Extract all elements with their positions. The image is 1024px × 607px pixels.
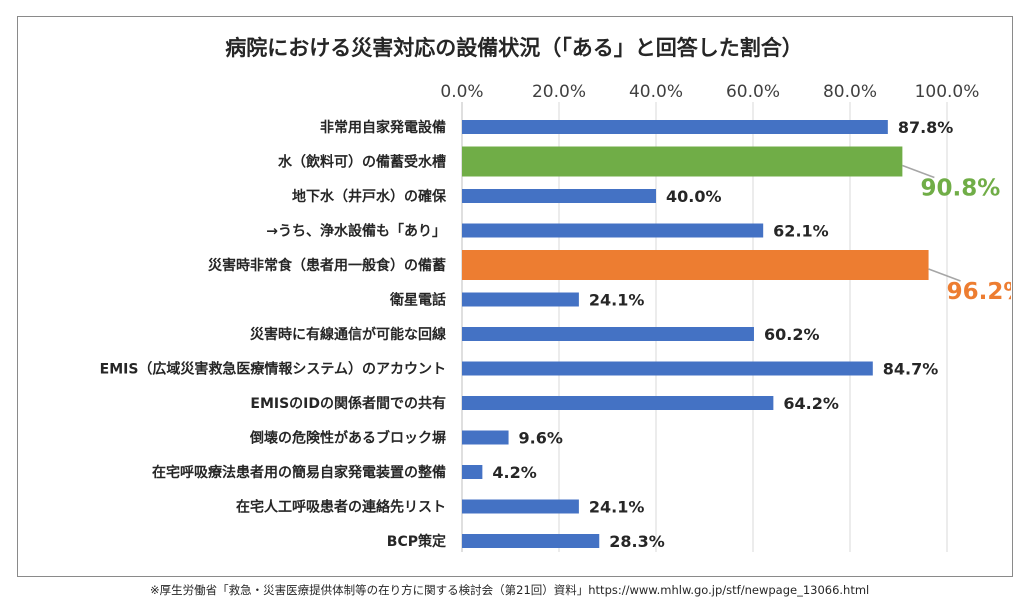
data-label: 62.1%	[773, 222, 829, 241]
x-tick-label: 80.0%	[823, 82, 877, 102]
data-label: 40.0%	[666, 187, 722, 206]
bar	[462, 465, 483, 479]
leader-line	[902, 164, 935, 179]
data-label: 87.8%	[898, 118, 954, 137]
category-label: 地下水（井戸水）の確保	[292, 188, 447, 205]
x-tick-label: 100.0%	[915, 82, 980, 102]
x-tick-label: 0.0%	[440, 82, 483, 102]
bar	[462, 223, 764, 238]
bar	[462, 189, 656, 203]
category-label: 災害時に有線通信が可能な回線	[250, 326, 446, 343]
bar	[462, 292, 579, 307]
source-footnote: ※厚生労働省「救急・災害医療提供体制等の在り方に関する検討会（第21回）資料」h…	[150, 583, 870, 597]
leader-line	[928, 268, 961, 282]
category-label: 在宅人工呼吸患者の連絡先リスト	[236, 499, 446, 516]
data-label: 9.6%	[519, 429, 563, 448]
category-label: BCP策定	[387, 533, 446, 550]
x-tick-label: 40.0%	[629, 82, 683, 102]
category-label: EMISのIDの関係者間での共有	[250, 395, 446, 412]
category-label: 在宅呼吸療法患者用の簡易自家発電装置の整備	[152, 464, 446, 481]
bar	[462, 146, 903, 177]
bar	[462, 499, 579, 514]
data-label: 84.7%	[883, 360, 939, 379]
data-label: 4.2%	[492, 463, 536, 482]
bar	[462, 250, 929, 280]
chart-frame: 病院における災害対応の設備状況（「ある」と回答した割合） 0.0% 20.0% 40…	[17, 16, 1013, 577]
data-label: 28.3%	[609, 532, 665, 551]
data-labels: 87.8% 90.8% 40.0% 62.1% 96.2% 24.1% 60.2% 84.7%…	[492, 118, 1011, 551]
x-axis-ticks: 0.0% 20.0% 40.0% 60.0% 80.0% 100.0%	[440, 82, 979, 102]
bar	[462, 361, 873, 376]
x-tick-label: 20.0%	[532, 82, 586, 102]
category-label: EMIS（広域災害救急医療情報システム）のアカウント	[100, 361, 446, 378]
data-label: 24.1%	[589, 498, 645, 517]
data-label: 60.2%	[764, 325, 820, 344]
data-label: 24.1%	[589, 291, 645, 310]
category-label: 倒壊の危険性があるブロック塀	[249, 430, 446, 447]
bars	[462, 120, 929, 548]
data-label: 64.2%	[783, 394, 839, 413]
bar	[462, 534, 600, 548]
bar	[462, 430, 509, 445]
chart-title: 病院における災害対応の設備状況（「ある」と回答した割合）	[225, 36, 803, 60]
data-label: 96.2%	[947, 279, 1011, 305]
x-tick-label: 60.0%	[726, 82, 780, 102]
category-label: 衛星電話	[389, 292, 446, 309]
data-label: 90.8%	[920, 176, 1000, 202]
bar-chart: 病院における災害対応の設備状況（「ある」と回答した割合） 0.0% 20.0% 40…	[100, 36, 1011, 552]
bar	[462, 327, 754, 341]
bar	[462, 396, 774, 410]
category-label: 災害時非常食（患者用一般食）の備蓄	[208, 257, 446, 274]
bar	[462, 120, 888, 134]
category-label: →うち、浄水設備も「あり」	[266, 223, 446, 240]
category-label: 水（飲料可）の備蓄受水槽	[278, 154, 446, 171]
category-label: 非常用自家発電設備	[320, 119, 446, 136]
